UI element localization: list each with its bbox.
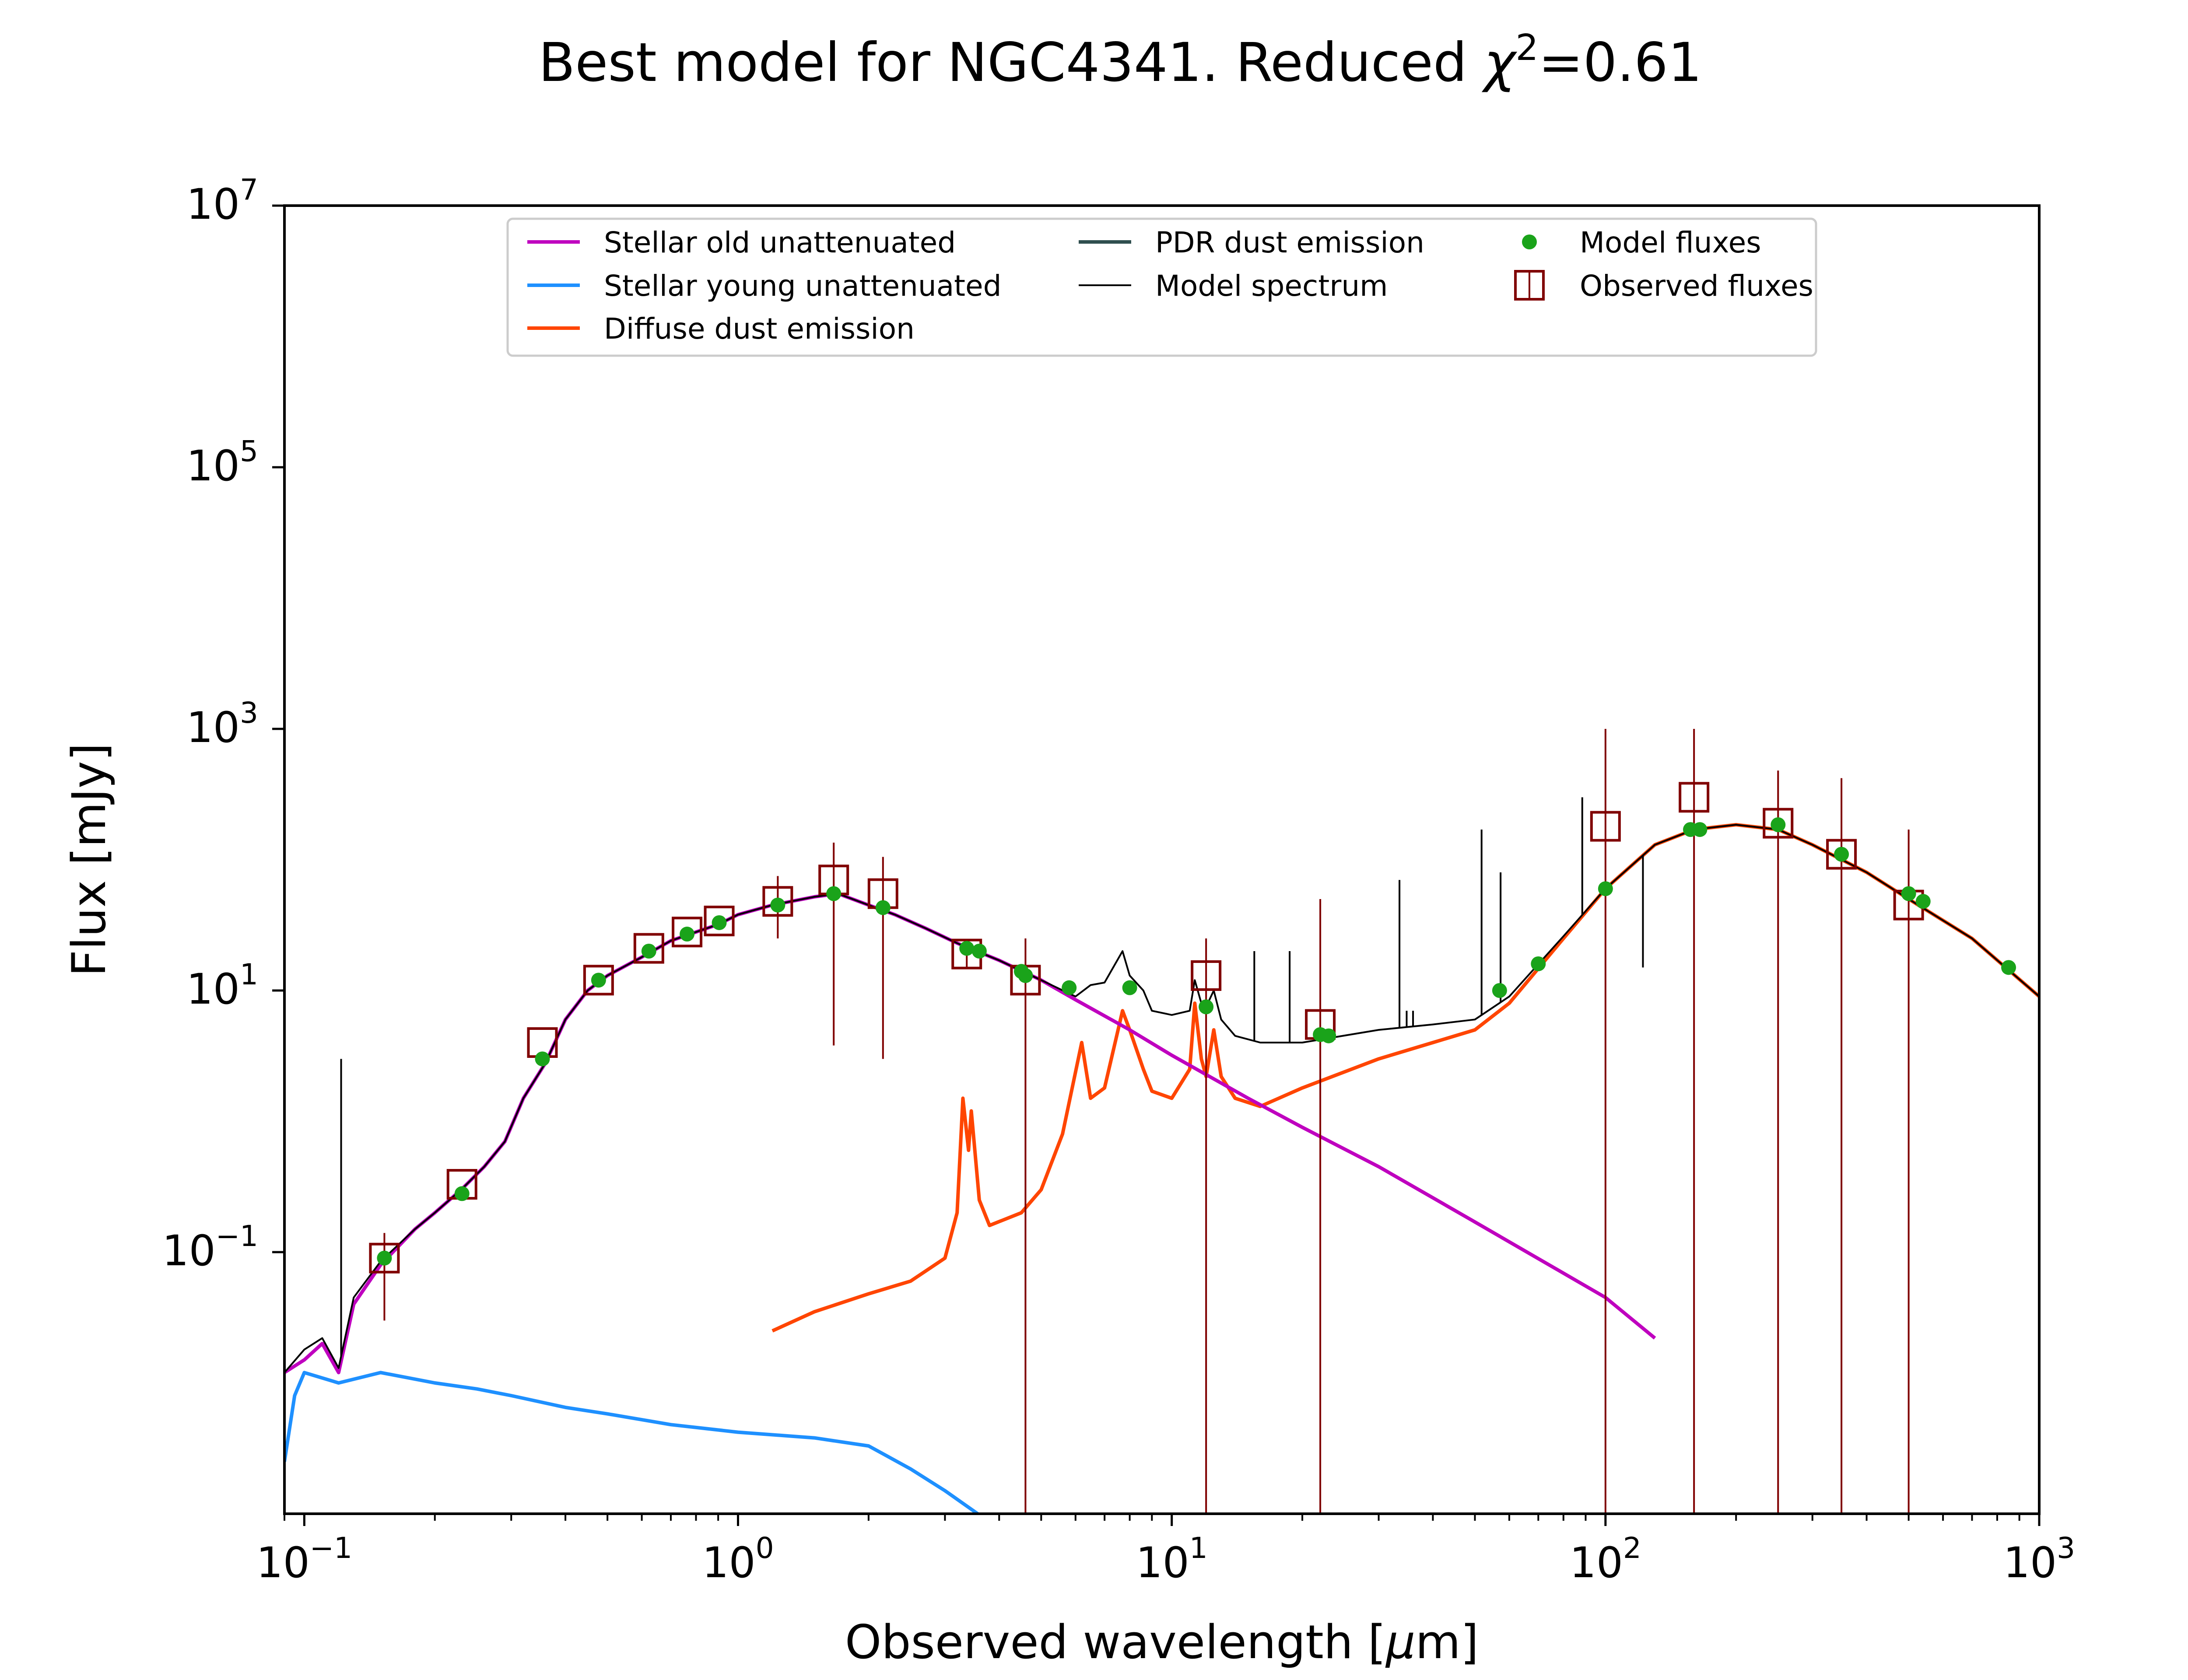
legend-swatch	[1522, 234, 1537, 249]
x-tick-label: 103	[2003, 1531, 2075, 1587]
y-tick-label: 101	[186, 958, 258, 1014]
chart-title: Best model for NGC4341. Reduced χ2=0.61	[539, 27, 1702, 94]
model-flux-point	[1062, 980, 1077, 995]
model-flux-point	[712, 915, 727, 930]
model-flux-point	[591, 973, 606, 988]
legend-box	[506, 217, 1817, 357]
model-flux-point	[875, 900, 891, 915]
x-tick-label: 100	[702, 1531, 774, 1587]
y-tick-label: 105	[186, 434, 258, 490]
model-flux-point	[1915, 894, 1931, 909]
model-fluxes	[377, 817, 2016, 1266]
legend-item-model-fluxes: Model fluxes	[1522, 226, 1761, 259]
y-tick-label: 107	[186, 173, 258, 229]
model-flux-point	[826, 886, 842, 901]
model-flux-point	[1531, 956, 1546, 971]
observed-flux-marker	[583, 965, 614, 996]
model-flux-point	[1199, 999, 1214, 1015]
model-flux-point	[1901, 886, 1916, 901]
observed-errorbars	[383, 729, 1910, 1514]
axis-ticks	[272, 204, 2041, 1526]
series-stellar-young-unattenuated	[284, 1371, 981, 1514]
legend-label: Stellar young unattenuated	[604, 269, 1002, 303]
model-flux-point	[1692, 822, 1708, 837]
model-flux-point	[680, 927, 695, 942]
observed-flux-marker	[672, 917, 703, 948]
x-tick-label: 10−1	[256, 1531, 352, 1587]
x-axis-label: Observed wavelength [μm]	[845, 1615, 1479, 1669]
model-flux-point	[535, 1051, 550, 1067]
model-flux-point	[1018, 968, 1033, 983]
y-tick-label: 10−1	[162, 1219, 258, 1275]
observed-flux-marker	[633, 933, 664, 964]
legend-label: PDR dust emission	[1155, 226, 1424, 259]
model-flux-point	[2001, 960, 2016, 975]
legend-label: Model fluxes	[1580, 226, 1761, 259]
model-flux-point	[377, 1250, 392, 1266]
model-flux-point	[1834, 847, 1849, 862]
model-flux-point	[1492, 983, 1507, 998]
legend-item-pdr-dust-emission: PDR dust emission	[1079, 226, 1424, 259]
observed-fluxes	[369, 782, 1924, 1274]
model-flux-point	[1122, 980, 1137, 995]
model-flux-point	[641, 943, 656, 959]
legend-item-observed-fluxes: Observed fluxes	[1514, 269, 1813, 303]
y-tick-label: 103	[186, 696, 258, 752]
model-flux-point	[1598, 881, 1613, 896]
legend-label: Diffuse dust emission	[604, 312, 915, 346]
observed-flux-marker	[1826, 839, 1857, 870]
model-flux-point	[454, 1186, 470, 1201]
legend-item-diffuse-dust-emission: Diffuse dust emission	[527, 312, 915, 346]
y-axis-label: Flux [mJy]	[62, 743, 116, 976]
legend-label: Model spectrum	[1155, 269, 1388, 303]
observed-flux-marker	[1679, 782, 1710, 813]
legend-item-model-spectrum: Model spectrum	[1079, 269, 1388, 303]
legend: Stellar old unattenuated Stellar young un…	[506, 217, 1817, 357]
observed-flux-marker	[1191, 960, 1222, 991]
observed-flux-marker	[704, 906, 735, 937]
model-flux-point	[959, 941, 975, 956]
observed-flux-marker	[1590, 811, 1621, 842]
x-tick-label: 101	[1136, 1531, 1208, 1587]
legend-label: Stellar old unattenuated	[604, 226, 956, 259]
observed-flux-marker	[369, 1242, 400, 1274]
model-flux-point	[971, 943, 987, 959]
legend-item-stellar-old-unattenuated: Stellar old unattenuated	[527, 226, 956, 259]
tick-labels: 10−1 100 101 102 103 10−1 101 103 105 107	[162, 173, 2076, 1587]
x-tick-label: 102	[1570, 1531, 1641, 1587]
model-flux-point	[1771, 817, 1786, 833]
legend-label: Observed fluxes	[1580, 269, 1813, 303]
model-flux-point	[1321, 1028, 1336, 1043]
observed-flux-marker	[1763, 808, 1794, 839]
observed-flux-marker	[762, 886, 793, 917]
series-model-spectrum	[284, 824, 2039, 1373]
model-flux-point	[770, 897, 785, 913]
spectrum-lines	[340, 797, 1644, 1357]
series-layer	[284, 823, 2039, 1514]
legend-item-stellar-young-unattenuated: Stellar young unattenuated	[527, 269, 1002, 303]
plot-frame	[283, 204, 2041, 1515]
